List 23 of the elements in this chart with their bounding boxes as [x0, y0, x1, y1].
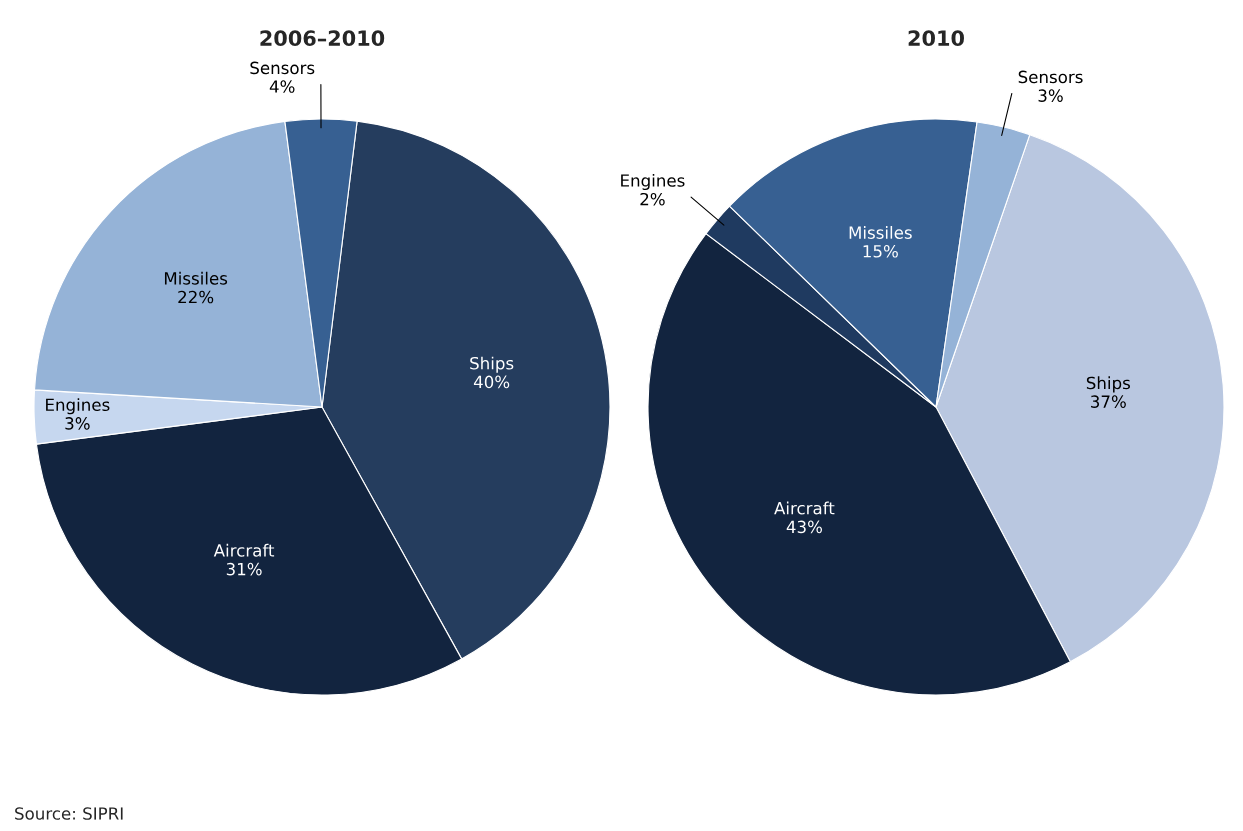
- chart-title: 2006–2010: [260, 30, 385, 47]
- data-label: 3%: [65, 417, 90, 430]
- slice-label: Missiles: [849, 226, 912, 239]
- slice-label: Aircraft: [213, 543, 275, 557]
- slice-label: Ships: [470, 356, 514, 373]
- data-label: 2%: [640, 192, 665, 206]
- slice-label: Engines: [46, 398, 110, 415]
- data-label: 15%: [863, 244, 898, 258]
- data-label: 37%: [1091, 395, 1126, 408]
- data-label: 43%: [786, 520, 823, 534]
- slice-label: Missiles: [164, 271, 228, 285]
- data-label: 31%: [226, 562, 262, 576]
- slice-label: Engines: [621, 173, 685, 191]
- chart-title: 2010: [908, 30, 964, 47]
- data-label: 3%: [1038, 89, 1063, 102]
- slice-label: Ships: [1086, 376, 1130, 393]
- slice-label: Aircraft: [774, 501, 835, 515]
- source-note: Source: SIPRI: [15, 807, 123, 820]
- slice-label: Sensors: [250, 61, 315, 75]
- data-label: 22%: [178, 290, 214, 304]
- data-label: 40%: [473, 375, 510, 389]
- data-label: 4%: [269, 80, 295, 93]
- slice-label: Sensors: [1018, 70, 1083, 84]
